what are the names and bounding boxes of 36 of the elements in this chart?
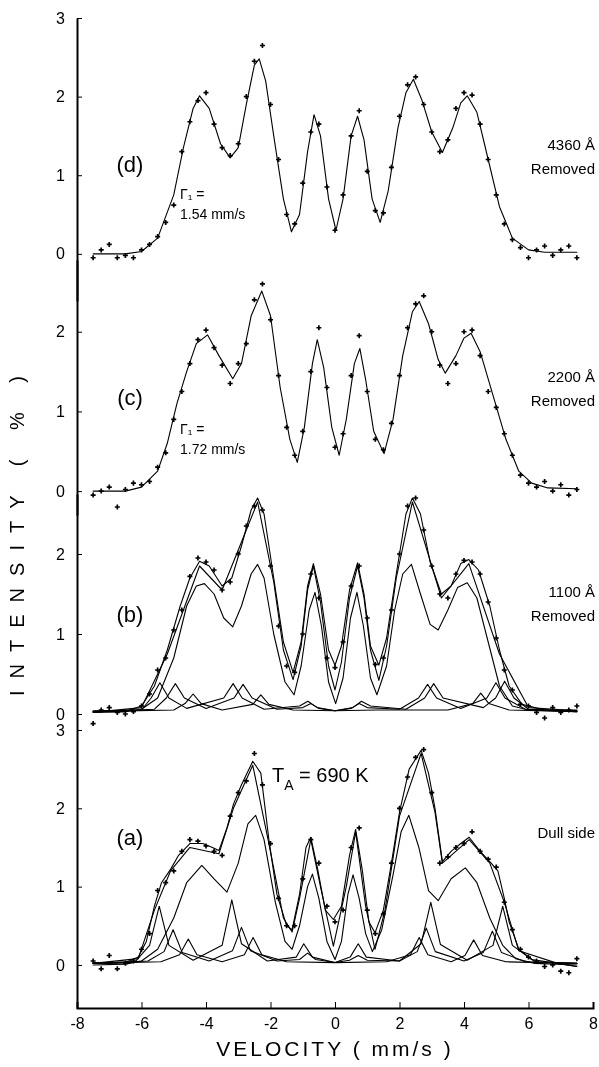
x-tick-label: 8: [589, 1015, 599, 1033]
y-tick-label: 2: [56, 545, 66, 563]
x-tick-label: 0: [331, 1015, 341, 1033]
text: (b): [116, 602, 144, 627]
text: (a): [116, 825, 144, 850]
x-tick-label: 6: [524, 1015, 534, 1033]
annotation: Dull side: [537, 824, 595, 841]
x-tick-label: 2: [395, 1015, 405, 1033]
annotation: 1100 Å Removed: [530, 583, 595, 624]
annotation: T$_{A}$ = 690 K: [272, 764, 370, 793]
annotation: Γ₁ = 1.54 mm/s: [180, 186, 246, 222]
y-tick-label: 0: [56, 245, 66, 263]
text: (d): [116, 152, 144, 177]
y-tick-label: 3: [56, 721, 66, 739]
y-tick-label: 0: [56, 482, 66, 500]
y-axis-title: INTENSITY ( % ): [6, 364, 28, 696]
y-tick-label: 1: [56, 625, 66, 643]
y-tick-label: 2: [56, 323, 66, 341]
x-tick-label: 4: [460, 1015, 470, 1033]
y-tick-label: 0: [56, 956, 66, 974]
y-tick-label: 3: [56, 9, 66, 27]
y-tick-label: 0: [56, 705, 66, 723]
annotation: 2200 Å Removed: [530, 368, 595, 409]
y-tick-label: 2: [56, 88, 66, 106]
y-tick-label: 2: [56, 799, 66, 817]
x-tick-label: -6: [134, 1015, 150, 1033]
x-tick-label: -4: [199, 1015, 214, 1033]
y-tick-label: 1: [56, 166, 66, 184]
x-axis-title: VELOCITY ( mm/s ): [216, 1037, 454, 1060]
y-tick-label: 1: [56, 878, 66, 896]
x-tick-label: -2: [263, 1015, 279, 1033]
annotation: 4360 Å Removed: [530, 136, 595, 177]
text: (c): [117, 385, 143, 410]
annotation: Γ₁ = 1.72 mm/s: [180, 421, 246, 457]
x-tick-label: -8: [70, 1015, 85, 1033]
y-tick-label: 1: [56, 403, 66, 421]
